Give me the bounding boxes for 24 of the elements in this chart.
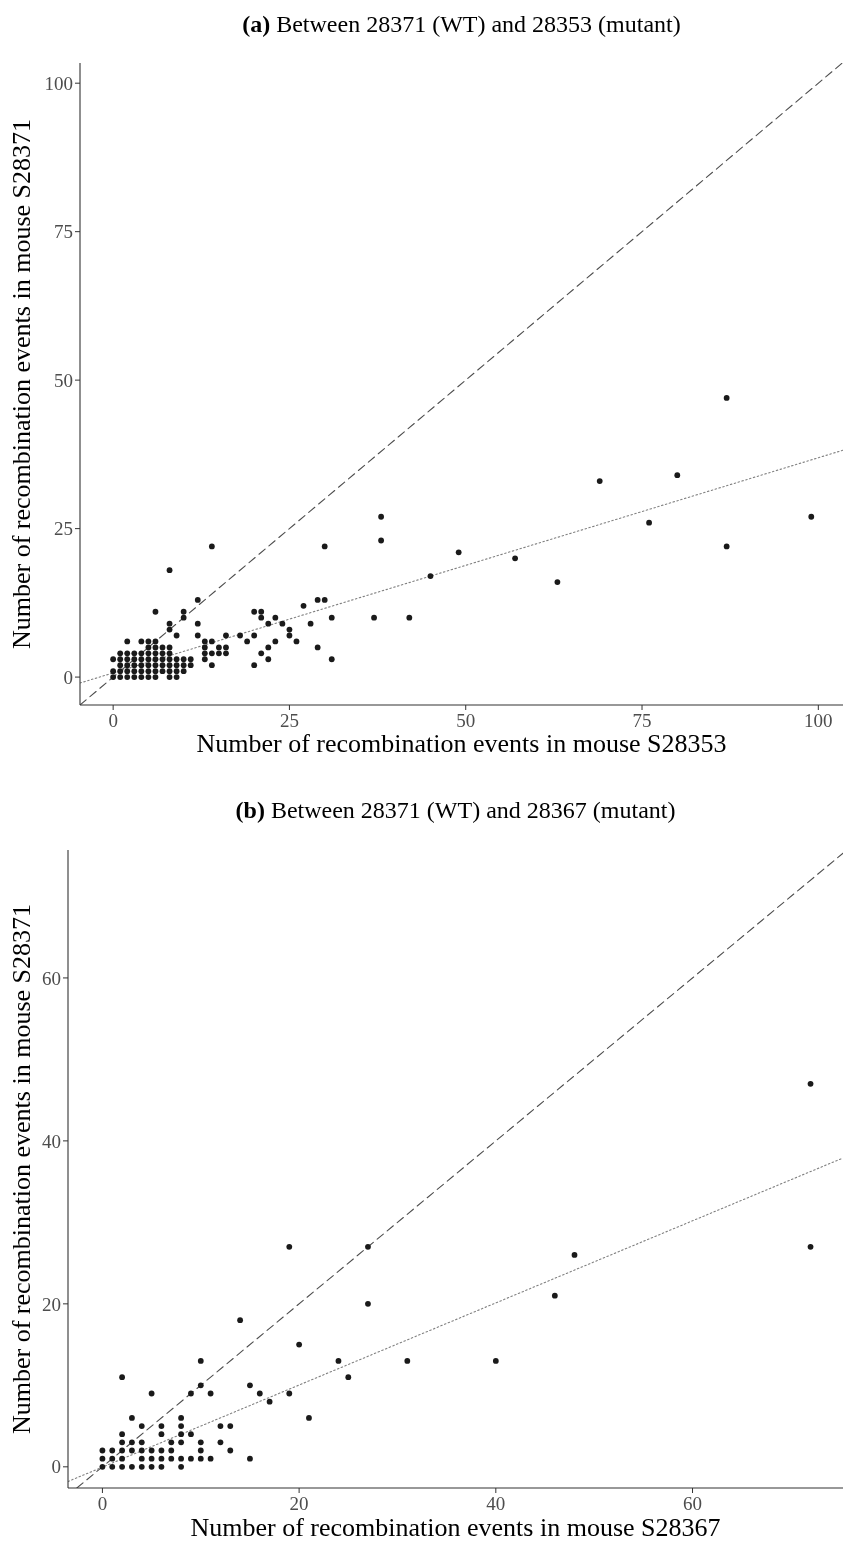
- x-axis-title: Number of recombination events in mouse S28367: [190, 1513, 721, 1542]
- x-tick-label: 0: [108, 710, 118, 731]
- x-tick-label: 40: [486, 1493, 506, 1514]
- x-axis-title: Number of recombination events in mouse S28353: [196, 729, 727, 758]
- y-tick-label: 0: [63, 666, 73, 688]
- chart-title: (a) Between 28371 (WT) and 28353 (mutant): [242, 11, 681, 37]
- y-tick-label: 75: [54, 221, 73, 243]
- y-axis-title: Number of recombination events in mouse S28371: [7, 903, 36, 1435]
- chart-title: (b) Between 28371 (WT) and 28367 (mutant): [235, 797, 676, 823]
- y-tick-label: 20: [42, 1293, 61, 1315]
- y-tick-label: 40: [42, 1130, 61, 1152]
- x-tick-label: 50: [456, 710, 476, 731]
- x-tick-label: 20: [289, 1493, 309, 1514]
- y-tick-label: 50: [54, 369, 73, 391]
- y-tick-label: 60: [42, 967, 61, 989]
- y-tick-label: 0: [51, 1456, 61, 1478]
- x-tick-label: 75: [632, 710, 652, 731]
- x-tick-label: 0: [97, 1493, 108, 1514]
- x-tick-label: 60: [683, 1493, 703, 1514]
- y-axis-title: Number of recombination events in mouse S28371: [7, 118, 36, 650]
- y-tick-label: 100: [44, 72, 73, 94]
- x-tick-label: 25: [279, 710, 299, 731]
- y-tick-label: 25: [54, 518, 73, 540]
- x-tick-label: 100: [804, 710, 833, 731]
